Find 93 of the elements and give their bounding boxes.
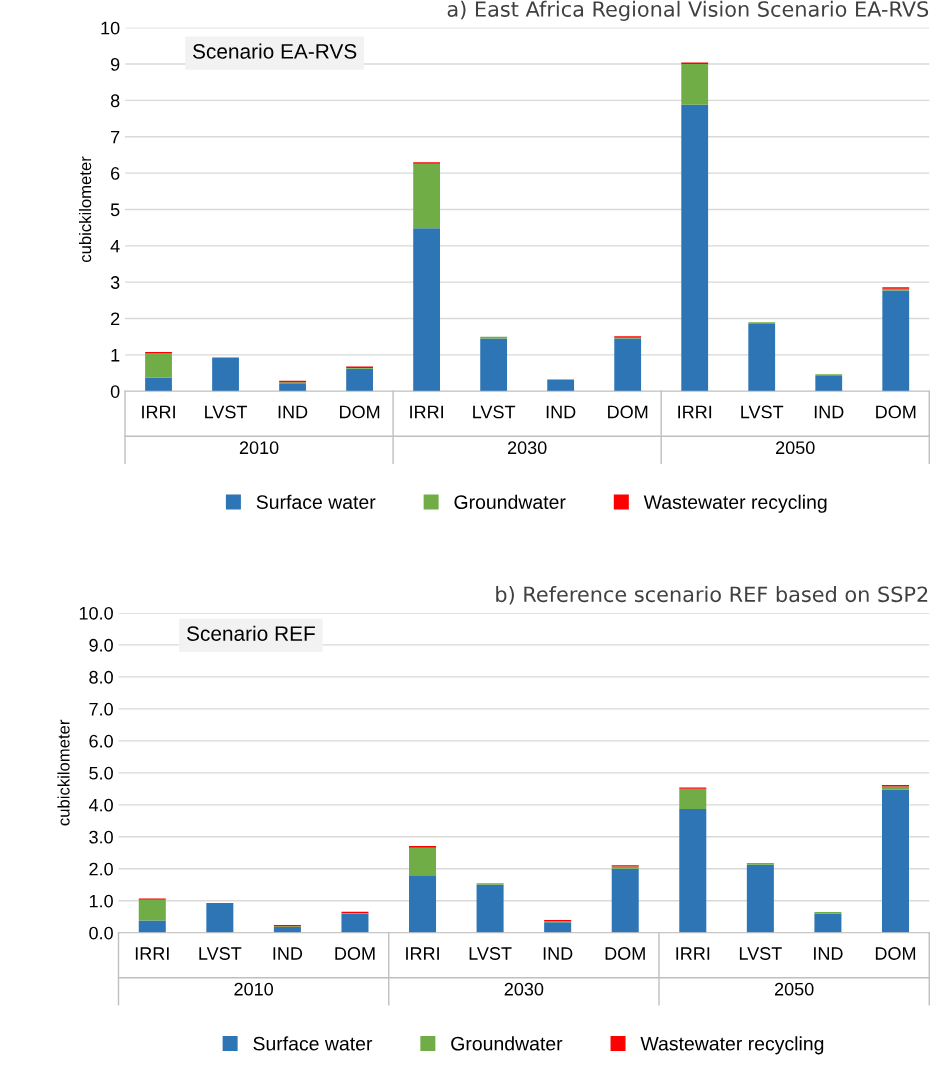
x-tick-label: LVST [199,947,242,960]
bar [212,357,239,392]
x-tick-label: IND [543,947,573,960]
y-tick-label: 7.0 [89,702,113,716]
chart-title: a) East Africa Regional Vision Scenario EA-RVS [447,0,929,21]
bar [409,875,437,933]
bar [341,913,369,933]
legend-label: Groundwater [451,1036,563,1051]
bar [206,903,234,933]
y-tick-label: 4 [110,239,120,253]
x-tick-label: IND [273,947,303,960]
legend-label: Groundwater [454,494,566,509]
text: 2050 [774,982,814,996]
x-tick-label: LVST [473,405,516,419]
bar [476,884,504,933]
y-tick-label: 0 [110,385,120,398]
bar [413,163,441,229]
x-tick-label: IRRI [406,947,439,960]
y-tick-label: 5.0 [89,766,113,780]
y-tick-label: 3 [110,276,120,289]
bar [480,338,508,392]
x-tick-label: IND [814,947,843,960]
bar [138,920,166,933]
x-tick-label: DOM [335,947,375,960]
text: 2010 [234,982,273,996]
bar [748,323,776,392]
x-tick-label: LVST [741,405,784,419]
y-tick-label: 0.0 [89,926,113,940]
y-axis-title: cubickilometer [57,719,70,826]
y-tick-label: 9.0 [89,638,113,652]
legend-label: Surface water [253,1036,373,1051]
x-tick-label: IRRI [678,405,712,419]
x-tick-label: IRRI [135,947,169,960]
y-tick-label: 10.0 [79,606,113,620]
x-tick-label: DOM [605,947,645,960]
y-tick-label: 2 [111,312,120,326]
y-axis-title: cubickilometer [78,156,92,263]
x-tick-label: IRRI [676,947,710,960]
chart-title: b) Reference scenario REF based on SSP2 [496,586,928,605]
bar [611,868,639,933]
x-tick-label: LVST [469,947,512,960]
y-tick-label: 2.0 [89,862,113,876]
bar [346,368,373,392]
text: 2030 [504,982,544,996]
y-tick-label: 4.0 [88,798,113,812]
x-tick-label: IRRI [142,405,175,419]
x-tick-label: LVST [739,947,782,960]
x-tick-label: IND [814,405,844,419]
x-tick-label: DOM [875,947,916,960]
bar [881,789,909,933]
y-tick-label: 6.0 [89,734,113,748]
x-tick-label: DOM [608,405,648,419]
bar [681,64,709,105]
x-tick-label: LVST [205,405,248,419]
bar [279,383,306,392]
bar [679,788,707,809]
y-tick-label: 8 [110,94,120,108]
y-tick-label: 8.0 [89,670,113,684]
legend-label: Surface water [256,494,376,509]
y-tick-label: 6 [111,167,120,180]
bar [679,808,707,933]
y-tick-label: 5 [110,203,120,217]
bar [145,353,172,378]
bar [547,379,575,392]
bar [614,338,642,392]
bar [882,290,910,392]
bar [681,104,709,392]
legend-label: Wastewater recycling [640,1036,824,1055]
bar [814,913,842,933]
y-tick-label: 9 [110,58,120,71]
bar [746,864,774,933]
annotation: Scenario REF [187,625,315,641]
y-tick-label: 1.0 [89,894,113,908]
x-tick-label: DOM [340,405,380,419]
x-tick-label: DOM [876,405,916,419]
bar [544,922,572,933]
text: 2050 [776,441,815,455]
y-tick-label: 7 [111,130,120,144]
bar [409,847,437,876]
x-tick-label: IND [278,405,308,419]
bar [138,899,166,921]
text: 2010 [239,441,279,455]
text: 2030 [507,441,547,455]
bar [413,228,441,392]
y-tick-label: 3.0 [89,830,113,844]
y-tick-label: 10 [101,21,120,35]
annotation: Scenario EA-RVS [192,43,357,59]
bar [815,375,843,392]
x-tick-label: IND [546,405,576,419]
x-tick-label: IRRI [410,405,443,419]
bar [145,377,172,392]
y-tick-label: 1 [111,348,120,362]
legend-label: Wastewater recycling [643,494,827,513]
